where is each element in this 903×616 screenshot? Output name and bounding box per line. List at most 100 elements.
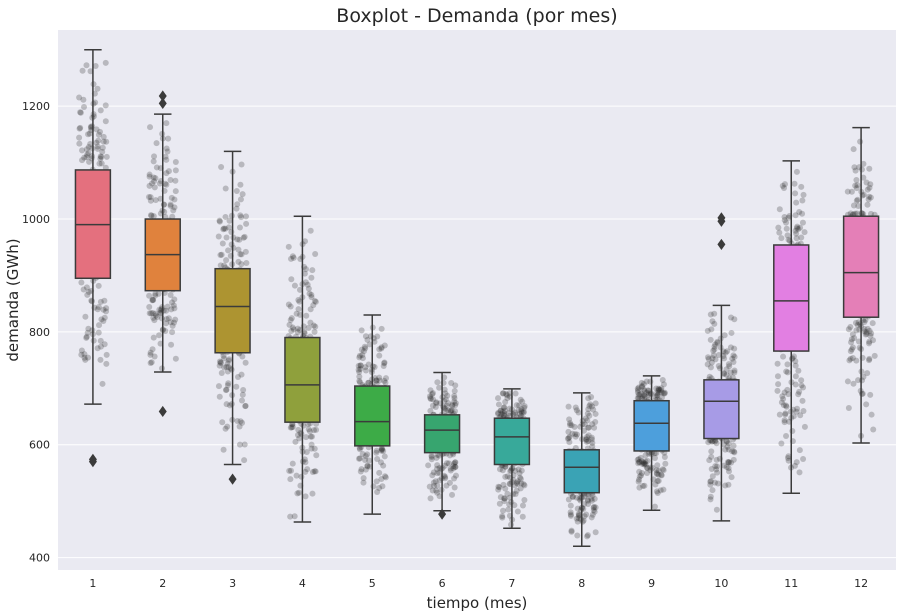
jitter-point (653, 467, 660, 474)
jitter-point (712, 356, 719, 363)
jitter-point (782, 411, 789, 418)
jitter-point (658, 389, 665, 396)
jitter-point (863, 330, 870, 337)
jitter-point (512, 409, 519, 416)
jitter-point (635, 478, 642, 485)
jitter-point (451, 408, 458, 415)
box-8 (563, 392, 600, 548)
jitter-point (167, 319, 174, 326)
jitter-point (441, 462, 448, 469)
jitter-point (729, 448, 736, 455)
jitter-point (288, 315, 295, 322)
jitter-point (238, 161, 245, 168)
jitter-point (151, 184, 158, 191)
jitter-point (501, 498, 508, 505)
jitter-point (793, 408, 800, 415)
jitter-point (168, 306, 175, 313)
x-tick-6: 6 (439, 577, 446, 590)
jitter-point (296, 298, 303, 305)
jitter-point (641, 461, 648, 468)
jitter-point (95, 282, 102, 289)
jitter-point (296, 286, 303, 293)
jitter-point (587, 401, 594, 408)
jitter-point (380, 462, 387, 469)
jitter-point (378, 344, 385, 351)
jitter-point (449, 402, 456, 409)
box-iqr-6 (423, 414, 461, 454)
x-tick-2: 2 (159, 577, 166, 590)
jitter-point (150, 334, 157, 341)
jitter-point (638, 390, 645, 397)
jitter-point (513, 402, 520, 409)
jitter-point (287, 424, 294, 431)
box-iqr-9 (633, 399, 670, 452)
jitter-point (792, 373, 799, 380)
jitter-point (358, 327, 365, 334)
jitter-point (429, 487, 436, 494)
jitter-point (581, 427, 588, 434)
jitter-point (521, 403, 528, 410)
jitter-point (162, 153, 169, 160)
jitter-point (302, 493, 309, 500)
jitter-point (790, 353, 797, 360)
jitter-point (224, 423, 231, 430)
jitter-point (218, 163, 225, 170)
jitter-point (84, 151, 91, 158)
jitter-point (730, 442, 737, 449)
box-7 (493, 388, 531, 529)
jitter-point (364, 463, 371, 470)
jitter-point (288, 327, 295, 334)
jitter-point (310, 427, 317, 434)
jitter-point (501, 495, 508, 502)
jitter-point (98, 316, 105, 323)
jitter-point (436, 452, 443, 459)
jitter-point (641, 387, 648, 394)
jitter-point (583, 436, 590, 443)
jitter-point (97, 155, 104, 162)
jitter-point (147, 124, 154, 131)
jitter-point (572, 431, 579, 438)
box-iqr-11 (773, 244, 810, 352)
jitter-point (381, 377, 388, 384)
jitter-point (241, 441, 248, 448)
outlier-6-0 (438, 508, 447, 520)
jitter-point (95, 304, 102, 311)
jitter-point (661, 389, 668, 396)
jitter-point (169, 329, 176, 336)
jitter-point (163, 316, 170, 323)
jitter-point (238, 251, 245, 258)
jitter-point (171, 305, 178, 312)
jitter-point (449, 401, 456, 408)
jitter-point (583, 438, 590, 445)
x-tick-8: 8 (578, 577, 585, 590)
jitter-point (376, 346, 383, 353)
jitter-point (239, 391, 246, 398)
jitter-point (709, 438, 716, 445)
jitter-point (864, 325, 871, 332)
jitter-point (99, 148, 106, 155)
jitter-point (153, 164, 160, 171)
jitter-point (172, 167, 179, 174)
jitter-point (360, 479, 367, 486)
jitter-point (238, 214, 245, 221)
jitter-point (234, 418, 241, 425)
jitter-point (100, 306, 107, 313)
jitter-point (659, 376, 666, 383)
jitter-point (731, 369, 738, 376)
jitter-point (641, 460, 648, 467)
jitter-point (356, 368, 363, 375)
jitter-point (431, 482, 438, 489)
jitter-point (711, 346, 718, 353)
jitter-point (434, 379, 441, 386)
jitter-point (101, 341, 108, 348)
jitter-point (302, 468, 309, 475)
jitter-point (239, 191, 246, 198)
jitter-point (500, 481, 507, 488)
jitter-point (85, 354, 92, 361)
jitter-point (443, 460, 450, 467)
jitter-point (450, 463, 457, 470)
jitter-point (730, 359, 737, 366)
jitter-point (866, 338, 873, 345)
jitter-point (573, 515, 580, 522)
jitter-point (149, 346, 156, 353)
